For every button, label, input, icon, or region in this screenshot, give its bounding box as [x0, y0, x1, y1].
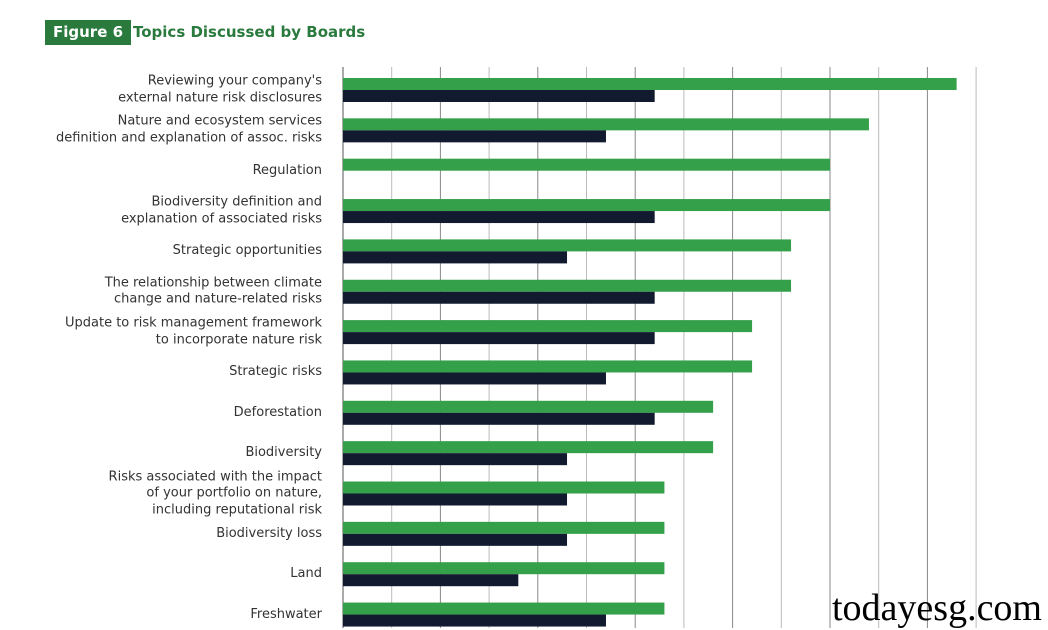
category-label: Deforestation — [233, 404, 322, 420]
figure-label: Figure 6 — [45, 20, 132, 45]
bar-series-green — [343, 562, 665, 575]
category-label: Freshwater — [250, 606, 322, 622]
bar-series-green — [343, 441, 714, 454]
bar-series-green — [343, 118, 869, 131]
bar-series-green — [343, 158, 830, 171]
bar-series-green — [343, 481, 665, 494]
bar-series-green — [343, 602, 665, 615]
bar-series-green — [343, 199, 830, 212]
bar-series-navy — [343, 291, 655, 304]
category-label: The relationship between climate change a… — [104, 275, 322, 307]
bar-series-navy — [343, 493, 568, 506]
bar-series-navy — [343, 372, 606, 385]
category-label: Strategic opportunities — [172, 243, 322, 259]
category-label: Biodiversity loss — [216, 525, 322, 541]
category-label: Risks associated with the impact of your … — [108, 468, 322, 517]
category-label: Nature and ecosystem services definition … — [55, 113, 322, 146]
bar-series-navy — [343, 332, 655, 345]
bar-series-navy — [343, 251, 568, 264]
category-label: Strategic risks — [229, 364, 322, 380]
category-label: Biodiversity definition and explanation o… — [121, 194, 322, 227]
bar-series-navy — [343, 574, 519, 587]
chart-title: Topics Discussed by Boards — [133, 23, 366, 41]
watermark: todayesg.com — [831, 587, 1042, 629]
bar-series-navy — [343, 211, 655, 224]
bar-series-navy — [343, 614, 606, 627]
bar-series-navy — [343, 412, 655, 425]
category-label: Land — [290, 565, 322, 581]
bar-series-navy — [343, 90, 655, 102]
bar-series-green — [343, 360, 753, 373]
bar-series-green — [343, 239, 792, 252]
bar-series-green — [343, 279, 792, 292]
category-label: Update to risk management framework to in… — [64, 315, 322, 348]
bar-series-green — [343, 78, 957, 90]
bar-series-navy — [343, 533, 568, 546]
bar-series-navy — [343, 130, 606, 143]
bar-series-green — [343, 400, 714, 413]
bar-series-navy — [343, 453, 568, 466]
bar-series-green — [343, 521, 665, 534]
category-label: Regulation — [252, 162, 322, 178]
category-label: Biodiversity — [245, 444, 322, 460]
bar-series-green — [343, 320, 753, 333]
category-label: Reviewing your company's external nature … — [118, 73, 322, 106]
